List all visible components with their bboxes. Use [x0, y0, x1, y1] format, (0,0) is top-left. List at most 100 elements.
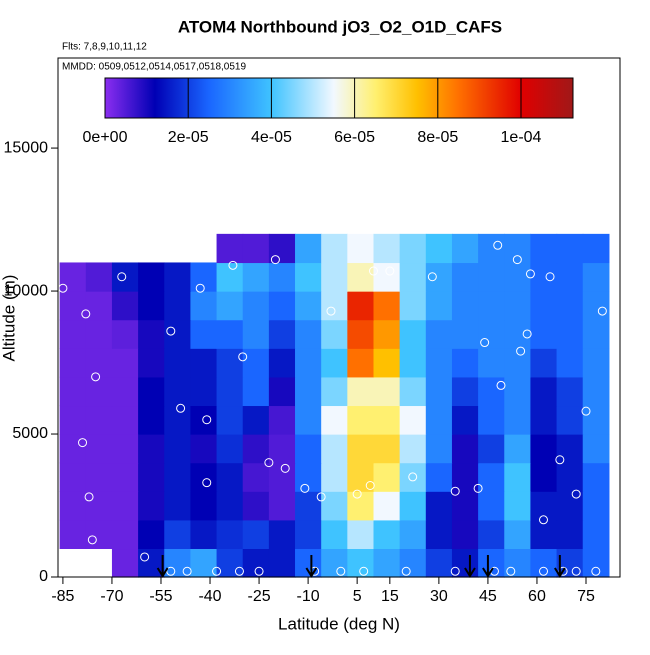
heat-cell: [111, 434, 139, 464]
heat-cell: [347, 434, 375, 464]
heat-cell: [295, 291, 322, 321]
heat-cell: [190, 376, 218, 407]
heat-cell: [582, 233, 610, 264]
heat-cell: [347, 348, 375, 378]
heat-cell: [268, 434, 296, 464]
heat-cell: [530, 319, 558, 349]
plot-frame: [57, 57, 621, 578]
heat-cell: [111, 548, 139, 578]
heat-cell: [582, 319, 610, 349]
heat-cell: [268, 233, 296, 264]
heat-cell: [504, 348, 532, 378]
heat-cell: [216, 262, 244, 292]
colorbar-tick-label: 6e-05: [334, 129, 375, 146]
heat-cell: [373, 491, 401, 521]
observation-point: [195, 283, 205, 293]
heat-cell: [556, 434, 584, 464]
heat-cell: [138, 376, 165, 407]
colorbar-tick-label: 0e+00: [83, 129, 128, 146]
heat-cell: [582, 348, 610, 378]
observation-point: [91, 372, 101, 382]
heat-cell: [373, 319, 401, 349]
heat-cell: [216, 376, 244, 407]
heat-cell: [451, 405, 479, 435]
heat-cell: [478, 291, 505, 321]
observation-point: [408, 472, 418, 482]
heat-cell: [59, 319, 87, 349]
heat-cell: [530, 233, 558, 264]
colorbar-tick-label: 8e-05: [417, 129, 458, 146]
observation-point: [234, 566, 244, 576]
observation-point: [326, 306, 336, 316]
observation-point: [496, 380, 506, 390]
subtitle: Flts: 7,8,9,10,11,12: [62, 42, 147, 53]
observation-point: [555, 455, 565, 465]
heat-cell: [530, 291, 558, 321]
heat-cell: [451, 548, 479, 578]
heat-cell: [190, 491, 218, 521]
heat-cell: [373, 291, 401, 321]
heat-cell: [373, 376, 401, 407]
heat-cell: [242, 434, 270, 464]
x-tick-label: -10: [297, 588, 320, 605]
heat-cell: [373, 462, 401, 492]
observation-point: [87, 535, 97, 545]
heat-cell: [138, 262, 165, 292]
heat-cell: [111, 319, 139, 349]
heat-cell: [530, 462, 558, 492]
heat-cell: [347, 519, 375, 550]
heat-cell: [399, 348, 427, 378]
heat-cell: [268, 519, 296, 550]
heat-cell: [85, 348, 113, 378]
observation-point: [176, 403, 186, 413]
heat-cell: [504, 434, 532, 464]
heat-cell: [216, 548, 244, 578]
colorbar-tick-label: 1e-04: [501, 129, 542, 146]
heat-cell: [504, 376, 532, 407]
observation-point: [506, 566, 516, 576]
heat-cell: [164, 434, 192, 464]
heat-cell: [399, 291, 427, 321]
heat-cell: [321, 376, 348, 407]
heat-cell: [321, 262, 348, 292]
heat-cell: [242, 548, 270, 578]
heat-cell: [451, 319, 479, 349]
observation-point: [538, 515, 548, 525]
observation-point: [581, 406, 591, 416]
heat-cell: [321, 491, 348, 521]
observation-point: [591, 566, 601, 576]
heat-cell: [451, 348, 479, 378]
heat-cell: [478, 548, 505, 578]
heat-cell: [347, 262, 375, 292]
heat-cell: [138, 348, 165, 378]
heat-cell: [478, 519, 505, 550]
heat-cell: [556, 491, 584, 521]
heat-cell: [138, 519, 165, 550]
heat-cell: [504, 233, 532, 264]
observation-point: [228, 260, 238, 270]
heat-cell: [556, 291, 584, 321]
heat-cell: [59, 519, 87, 550]
arrow: [464, 555, 476, 578]
heat-cell: [425, 491, 453, 521]
observation-point: [450, 486, 460, 496]
observation-point: [480, 338, 490, 348]
observation-point: [140, 552, 150, 562]
observation-point: [81, 309, 91, 319]
heat-cell: [321, 291, 348, 321]
heat-cell: [164, 462, 192, 492]
heat-cell: [295, 405, 322, 435]
heat-cell: [347, 319, 375, 349]
heat-cell: [242, 462, 270, 492]
heat-cell: [504, 491, 532, 521]
heat-cell: [556, 262, 584, 292]
arrow: [553, 555, 566, 578]
chart-title: ATOM4 Northbound jO3_O2_O1D_CAFS: [178, 17, 502, 36]
heat-cell: [451, 434, 479, 464]
observation-point: [300, 483, 310, 493]
heat-cell: [190, 319, 218, 349]
heat-cell: [268, 405, 296, 435]
heat-cell: [530, 434, 558, 464]
heat-cell: [530, 405, 558, 435]
heat-cell: [85, 291, 113, 321]
